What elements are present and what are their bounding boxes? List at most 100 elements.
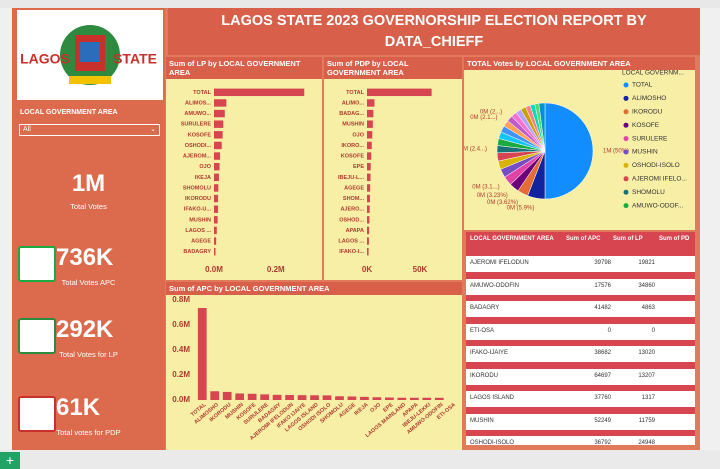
table-cell: 11759 [638, 417, 655, 424]
bar [247, 393, 257, 400]
table-row: IKORODU 64697 13207 [466, 368, 695, 385]
pie-slice [538, 102, 546, 152]
table-row: OSHODI-ISOLO 36792 24948 [466, 436, 695, 445]
legend-label: AMUWO-ODOF... [632, 202, 683, 209]
bar [214, 247, 216, 256]
table-cell: 52249 [594, 417, 611, 424]
bar [214, 120, 224, 128]
legend-swatch [623, 122, 629, 128]
y-tick-label: 0.2M [172, 370, 190, 379]
chart-panel: Sum of LP by LOCAL GOVERNMENT AREA 0.0M 0.… [166, 57, 322, 280]
table-cell: AJEROMI IFELODUN [470, 260, 529, 266]
y-tick-label: KOSOFE [188, 132, 212, 138]
bar [335, 396, 344, 400]
y-tick-label: IKORO... [341, 143, 364, 149]
chart-title: Sum of PDP by LOCAL GOVERNMENT AREA [324, 57, 462, 79]
bar [409, 397, 419, 400]
slicer-label: LOCAL GOVERNMENT AREA [20, 109, 118, 116]
y-tick-label: AJEROM... [183, 154, 212, 160]
x-tick-label: EPE [382, 402, 395, 414]
kpi-card: 61K Total votes for PDP [12, 390, 165, 448]
chart-title: Sum of APC by LOCAL GOVERNMENT AREA [166, 282, 462, 295]
legend-label: AJEROMI IFELO... [632, 176, 687, 183]
column-header: LOCAL GOVERNMENT AREA [470, 236, 554, 242]
column-header: Sum of APC [566, 236, 601, 242]
legend-swatch [623, 203, 629, 209]
y-tick-label: IKORODU [185, 196, 211, 202]
table-cell: 19821 [638, 260, 655, 266]
legend-label: IKORODU [632, 109, 663, 116]
table-cell: 0 [651, 327, 655, 334]
y-tick-label: IFAKO-I... [339, 249, 364, 255]
table-cell: IFAKO-IJAIYE [470, 350, 509, 356]
y-tick-label: EPE [353, 164, 364, 170]
logo-right: STATE [113, 51, 157, 67]
bar [322, 395, 332, 400]
legend-swatch [623, 82, 629, 88]
slicer-dropdown[interactable]: All ⌄ [19, 124, 160, 136]
y-tick-label: 0.8M [172, 295, 190, 304]
bar [422, 397, 432, 400]
y-tick-label: LAGOS ... [338, 239, 364, 245]
bar [235, 393, 245, 400]
logo-art: LAGOS STATE [20, 25, 157, 85]
x-tick-label: 0K [362, 265, 372, 274]
table-row: LAGOS ISLAND 37760 1317 [466, 391, 695, 407]
table-cell: 41482 [594, 305, 611, 311]
y-tick-label: 0.0M [172, 395, 190, 404]
add-tab[interactable]: + [0, 452, 20, 469]
y-tick-label: 0.4M [172, 345, 190, 354]
slice-label: 0M (2.1...) [470, 115, 497, 121]
column-header: Sum of PD [659, 236, 690, 242]
bar [367, 226, 370, 235]
table-cell: 64697 [594, 372, 611, 379]
x-tick-label: 0.2M [267, 265, 285, 274]
y-tick-label: OSHODI... [185, 143, 212, 149]
y-tick-label: TOTAL [193, 90, 211, 96]
y-tick-label: IBEJU-L... [338, 175, 364, 181]
y-tick-label: IKEJA [195, 175, 211, 181]
chart-panel: Sum of PDP by LOCAL GOVERNMENT AREA 0K 50K… [324, 57, 462, 280]
table-cell: 4863 [641, 305, 655, 311]
bar [214, 131, 223, 139]
bar [367, 216, 370, 224]
chart-title: Sum of LP by LOCAL GOVERNMENT AREA [166, 57, 322, 79]
table-cell: IKORODU [470, 372, 499, 379]
bar [385, 397, 394, 400]
card-value: 1M [71, 170, 106, 197]
legend-label: KOSOFE [632, 122, 660, 129]
bar [434, 397, 444, 400]
bar [214, 173, 219, 182]
table-cell: 24948 [638, 440, 655, 445]
table-cell: 0 [607, 327, 611, 334]
x-tick-label: 0.0M [205, 265, 223, 274]
bar [367, 109, 374, 118]
logo-left: LAGOS [20, 51, 70, 67]
y-tick-label: SHOMOLU [183, 185, 211, 191]
bar [367, 88, 432, 97]
legend-label: TOTAL [632, 82, 653, 89]
card-value: 736K [56, 244, 114, 271]
party-logo [18, 318, 56, 354]
card-label: Total votes for PDP [56, 428, 121, 437]
legend-label: SHOMOLU [632, 189, 665, 196]
logo: LAGOS STATE [17, 10, 163, 100]
bar [214, 99, 227, 107]
slice-label: 1M (50%) [603, 149, 629, 155]
legend-swatch [623, 95, 629, 101]
slice-label: 0M (2...) [480, 109, 502, 115]
bar [367, 194, 370, 203]
legend-label: ALIMOSHO [632, 95, 666, 102]
party-logo [18, 396, 56, 432]
chart-title: TOTAL Votes by LOCAL GOVERNMENT AREA [464, 57, 695, 70]
bar [197, 308, 207, 400]
card-label: Total Votes for LP [59, 350, 118, 359]
y-tick-label: OSHOD... [339, 217, 364, 223]
legend-swatch [623, 136, 629, 142]
y-tick-label: AMUWO... [184, 111, 211, 117]
table-cell: 34860 [638, 282, 655, 289]
bottom-strip [0, 450, 720, 469]
bar [222, 391, 232, 400]
bar [367, 184, 371, 192]
card-label: Total Votes [70, 202, 107, 211]
